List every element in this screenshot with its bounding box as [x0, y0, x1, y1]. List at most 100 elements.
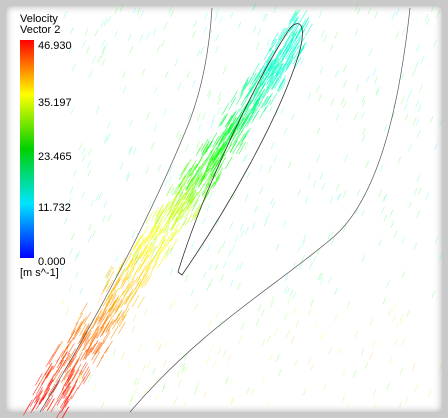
vector [278, 79, 285, 91]
vector [245, 142, 248, 149]
vector [273, 6, 276, 13]
vector [240, 224, 243, 231]
vector [119, 257, 126, 269]
vector [86, 47, 89, 54]
vector [169, 303, 172, 310]
vector [25, 400, 32, 412]
vector [379, 239, 382, 246]
vector [260, 165, 263, 172]
vector [335, 287, 338, 294]
vector [230, 12, 233, 19]
vector [170, 197, 177, 209]
vector [355, 4, 358, 11]
vector [157, 45, 160, 52]
vector [194, 20, 197, 27]
vector [261, 309, 264, 316]
vector [102, 60, 105, 67]
vector [357, 8, 360, 15]
vector [146, 167, 149, 174]
vector [216, 311, 219, 318]
vector [148, 202, 151, 209]
vector [321, 277, 324, 284]
vector [366, 161, 369, 168]
vector [319, 11, 322, 18]
vector [202, 183, 209, 195]
vector [89, 71, 92, 78]
vector [417, 210, 420, 217]
vector [338, 347, 341, 354]
vector [126, 172, 129, 179]
vector [290, 290, 293, 297]
vector [291, 336, 294, 343]
vector [365, 362, 368, 369]
vector [230, 222, 233, 229]
vector [46, 395, 53, 407]
vector [179, 168, 186, 180]
vector [415, 384, 418, 391]
vector [46, 355, 53, 367]
vector [210, 279, 213, 286]
vector [231, 399, 234, 406]
vector [108, 121, 111, 128]
vector [317, 155, 320, 162]
vector [390, 210, 393, 217]
vector [198, 125, 201, 132]
vector [102, 216, 105, 223]
vector [320, 67, 323, 74]
vector [101, 20, 104, 27]
vector [300, 10, 307, 22]
vector [72, 64, 75, 71]
vector [413, 118, 416, 125]
vector [169, 7, 172, 14]
vector [270, 198, 273, 205]
vector [140, 34, 143, 41]
vector [129, 120, 132, 127]
vector [409, 89, 412, 96]
vector [236, 265, 239, 272]
vector [145, 274, 152, 286]
vector [132, 231, 135, 238]
vector [274, 329, 277, 336]
vector [400, 368, 403, 375]
vector [417, 175, 420, 182]
vector [82, 147, 85, 154]
vector [396, 8, 399, 15]
vector [321, 30, 324, 37]
vector [191, 242, 194, 249]
vector [415, 61, 418, 68]
vector [88, 169, 91, 176]
vector [171, 10, 174, 17]
vector [225, 157, 232, 169]
vector [163, 360, 166, 367]
vector [287, 330, 290, 337]
vector [278, 370, 281, 377]
vector [164, 22, 167, 29]
vector [107, 133, 110, 140]
vector [172, 300, 175, 307]
vector [345, 154, 348, 161]
vector [252, 223, 255, 230]
vector [376, 87, 379, 94]
page: {"legend": {"title": "Velocity", "subtit… [0, 0, 448, 418]
vector [320, 173, 323, 180]
vector [308, 93, 311, 100]
vector [226, 377, 229, 384]
vector [206, 356, 209, 363]
vector [418, 105, 421, 112]
vector [372, 341, 375, 348]
vector [142, 69, 145, 76]
vector [419, 85, 422, 92]
vector [362, 96, 365, 103]
vector [330, 196, 333, 203]
vector [220, 16, 223, 23]
vector [69, 285, 72, 292]
vector [115, 30, 118, 37]
vector [89, 223, 92, 230]
vector [437, 10, 440, 17]
vector [394, 231, 397, 238]
vector [137, 8, 140, 15]
vector [201, 146, 208, 158]
vector [207, 204, 210, 211]
vector [276, 354, 279, 361]
vector [191, 289, 194, 296]
